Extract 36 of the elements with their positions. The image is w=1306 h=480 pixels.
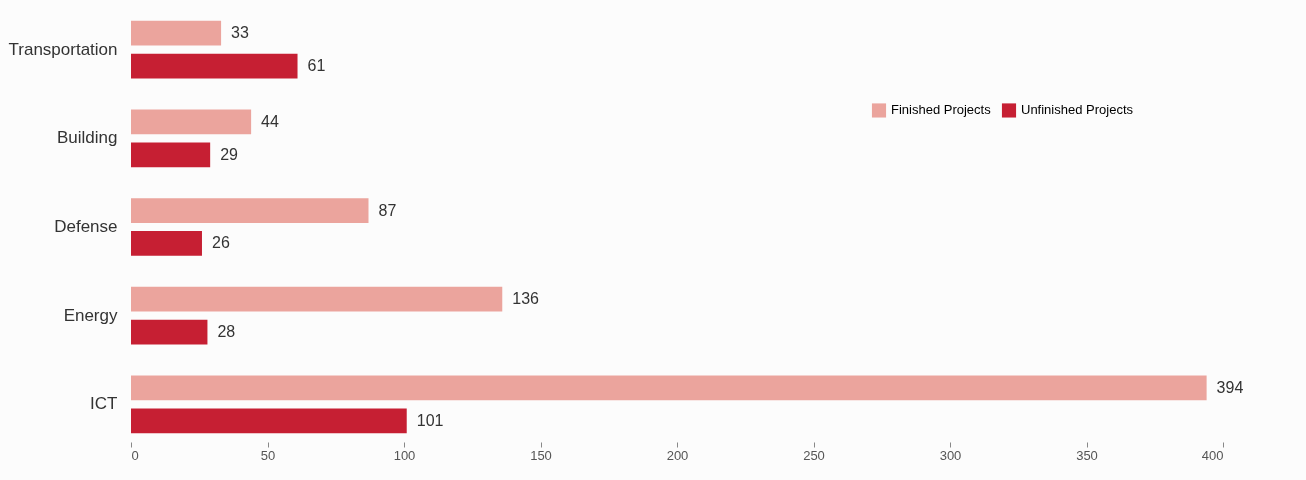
data-label: 394 <box>1216 378 1244 396</box>
y-tick-label: ICT <box>90 394 118 414</box>
bar <box>131 109 252 135</box>
y-tick-label: Building <box>57 128 118 148</box>
bar <box>131 408 407 434</box>
data-label: 29 <box>220 145 239 163</box>
x-tick-label: 250 <box>803 447 825 463</box>
data-label: 44 <box>261 112 280 130</box>
x-tick-label: 100 <box>393 447 416 463</box>
data-label: 136 <box>512 290 540 308</box>
bar <box>131 319 208 345</box>
bar <box>131 198 369 223</box>
data-label: 26 <box>211 234 230 252</box>
y-tick-label: Defense <box>54 217 118 236</box>
legend-label: Unfinished Projects <box>1021 102 1134 118</box>
x-tick-label: 50 <box>260 447 276 463</box>
data-label: 101 <box>416 411 444 429</box>
bar <box>131 142 211 168</box>
bar <box>131 231 202 256</box>
x-tick-label: 200 <box>666 447 689 463</box>
y-tick-label: Transportation <box>8 39 118 59</box>
x-tick-label: 350 <box>1076 447 1098 463</box>
bar <box>131 286 503 312</box>
x-tick-label: 300 <box>939 447 962 463</box>
x-tick-label: 150 <box>530 447 552 463</box>
bar <box>131 20 222 46</box>
bar <box>131 53 298 79</box>
data-label: 87 <box>378 201 397 219</box>
legend-label: Finished Projects <box>891 102 992 118</box>
bar <box>131 375 1207 401</box>
x-tick-label: 400 <box>1201 447 1224 463</box>
y-tick-label: Energy <box>63 305 118 325</box>
x-tick-label: 0 <box>131 447 139 463</box>
data-label: 28 <box>217 323 236 341</box>
data-label: 33 <box>231 24 249 42</box>
data-label: 61 <box>307 57 326 75</box>
